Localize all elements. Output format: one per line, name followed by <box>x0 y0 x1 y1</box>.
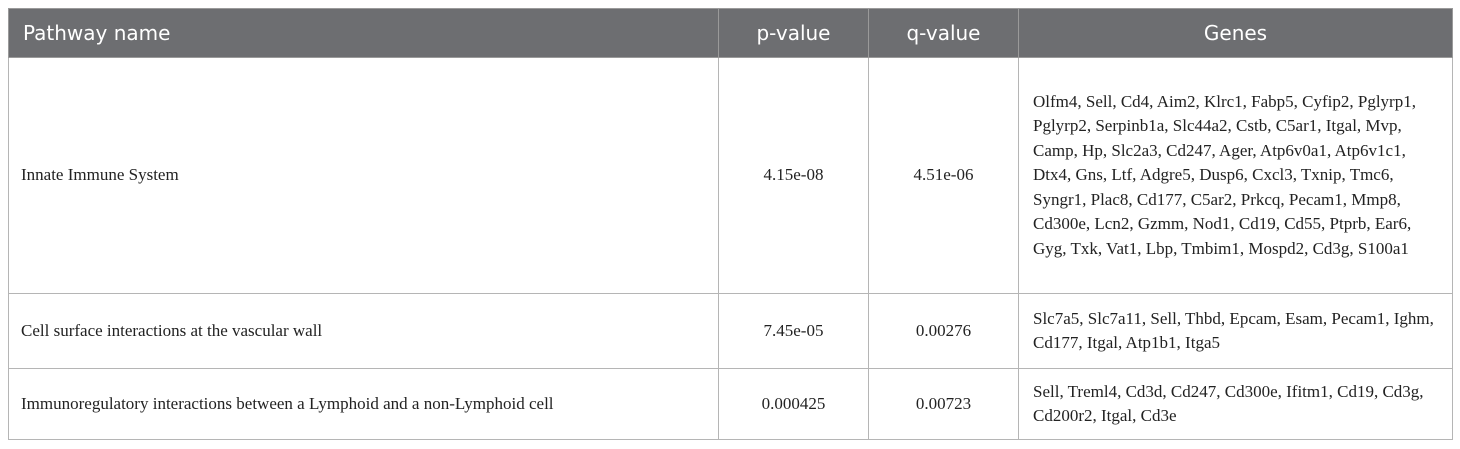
header-cell: Genes <box>1018 8 1453 58</box>
genes-cell: Slc7a5, Slc7a11, Sell, Thbd, Epcam, Esam… <box>1018 293 1453 369</box>
pathway-name: Immunoregulatory interactions between a … <box>8 368 719 440</box>
header-cell: q-value <box>868 8 1019 58</box>
value-cell: 4.15e-08 <box>718 57 869 294</box>
value-cell: 0.00723 <box>868 368 1019 440</box>
genes-cell: Sell, Treml4, Cd3d, Cd247, Cd300e, Ifitm… <box>1018 368 1453 440</box>
value-cell: 0.000425 <box>718 368 869 440</box>
value-cell: 7.45e-05 <box>718 293 869 369</box>
table-body: Innate Immune System 4.15e-08 4.51e-06 Olfm… <box>8 57 1453 440</box>
header-cell: Pathway name <box>8 8 719 58</box>
header-row: Pathway name p-value q-value Genes <box>8 8 1453 58</box>
value-cell: 4.51e-06 <box>868 57 1019 294</box>
table-row: Cell surface interactions at the vascula… <box>8 293 1453 369</box>
pathway-name: Cell surface interactions at the vascula… <box>8 293 719 369</box>
header-cell: p-value <box>718 8 869 58</box>
genes-cell: Olfm4, Sell, Cd4, Aim2, Klrc1, Fabp5, Cy… <box>1018 57 1453 294</box>
value-cell: 0.00276 <box>868 293 1019 369</box>
table-row: Innate Immune System 4.15e-08 4.51e-06 Olfm… <box>8 57 1453 294</box>
table-row: Immunoregulatory interactions between a … <box>8 368 1453 440</box>
pathway-table: Pathway name p-value q-value Genes Innat… <box>8 8 1453 440</box>
pathway-name: Innate Immune System <box>8 57 719 294</box>
